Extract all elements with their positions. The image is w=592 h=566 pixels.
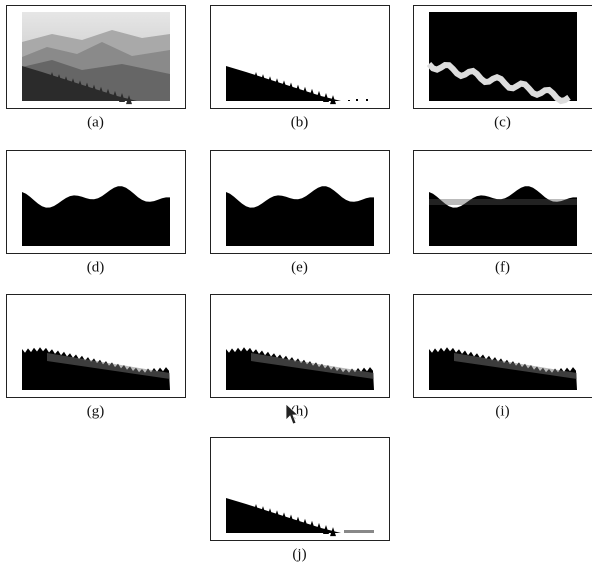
panel-label: (d) bbox=[87, 259, 105, 275]
panel-label: (e) bbox=[291, 259, 308, 275]
panel: (e) bbox=[211, 151, 390, 276]
panel: (d) bbox=[7, 151, 186, 276]
panel: (b) bbox=[211, 6, 390, 131]
panel: (h) bbox=[211, 295, 390, 420]
panel: (j) bbox=[211, 438, 390, 563]
panel: (f) bbox=[414, 151, 592, 276]
panel-label: (f) bbox=[495, 259, 510, 275]
panel-image bbox=[22, 12, 170, 104]
panel-label: (a) bbox=[87, 114, 104, 130]
panel-label: (g) bbox=[87, 403, 105, 419]
panel: (g) bbox=[7, 295, 186, 420]
edge-map-bg bbox=[429, 12, 577, 101]
panel-label: (b) bbox=[291, 114, 309, 130]
panel: (i) bbox=[414, 295, 592, 420]
panel: (c) bbox=[414, 6, 592, 131]
panel-image bbox=[429, 12, 577, 101]
noise bbox=[344, 530, 374, 533]
panel: (a) bbox=[7, 6, 186, 131]
noise bbox=[429, 199, 577, 205]
figure: (a) (b) (c) (d) (e) (f) (g) (h) (i) (j) bbox=[0, 0, 592, 566]
panel-label: (i) bbox=[495, 403, 509, 419]
panel-grid: (a) (b) (c) (d) (e) (f) (g) (h) (i) (j) bbox=[7, 6, 592, 563]
panel-label: (j) bbox=[292, 546, 306, 562]
panel-label: (c) bbox=[494, 114, 511, 130]
